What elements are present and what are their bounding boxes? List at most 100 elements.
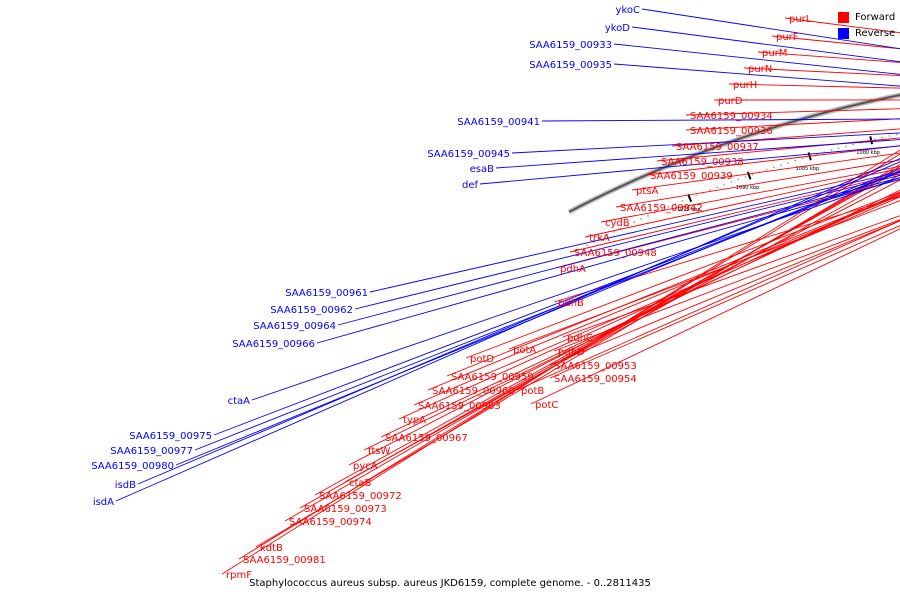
- gene-label: SAA6159_00935: [529, 60, 612, 71]
- gene-label: pycA: [353, 461, 378, 472]
- gene-label: pdhC: [567, 333, 593, 344]
- gene-label: potA: [513, 345, 536, 356]
- leader-line: [613, 63, 900, 87]
- gene-label: SAA6159_00961: [285, 288, 368, 299]
- gene-label: SAA6159_00948: [574, 248, 657, 259]
- gene-label: pdhB: [558, 298, 584, 309]
- leader-line: [413, 196, 900, 406]
- leader-line: [613, 43, 900, 75]
- leader-line: [584, 167, 900, 238]
- gene-label: SAA6159_00975: [129, 431, 212, 442]
- gene-label: isdB: [115, 480, 136, 491]
- gene-label: typA: [403, 415, 426, 426]
- gene-label: kdtB: [260, 543, 283, 554]
- gene-label: purM: [762, 48, 787, 59]
- gene-label: SAA6159_00973: [304, 504, 387, 515]
- leader-line: [175, 168, 900, 466]
- leader-line: [363, 189, 900, 451]
- leader-line: [645, 145, 900, 176]
- legend: Forward Reverse: [838, 9, 895, 41]
- leader-line: [631, 26, 900, 63]
- leader-line: [743, 67, 900, 77]
- gene-label: SAA6159_00939: [650, 171, 733, 182]
- gene-label: pdhD: [558, 347, 585, 358]
- gene-label: pdhA: [560, 264, 586, 275]
- leader-line: [238, 153, 900, 560]
- leader-line: [344, 174, 900, 483]
- leader-line: [549, 225, 900, 379]
- gene-label: trkA: [589, 233, 610, 244]
- leader-line: [221, 149, 900, 575]
- gene-label: potD: [470, 354, 494, 365]
- leader-line: [541, 118, 900, 122]
- leader-line: [354, 174, 900, 310]
- leader-line: [137, 161, 900, 485]
- gene-label: SAA6159_00963: [418, 401, 501, 412]
- gene-label: SAA6159_00962: [270, 305, 353, 316]
- gene-label: SAA6159_00966: [232, 339, 315, 350]
- gene-label: purD: [718, 96, 743, 107]
- tick-label: 1095 kbp: [677, 207, 701, 213]
- gene-label: SAA6159_00972: [319, 491, 402, 502]
- gene-label: ftsW: [368, 446, 390, 457]
- leader-line: [600, 165, 900, 223]
- tick-label: 1090 kbp: [736, 185, 760, 191]
- leader-line: [553, 219, 900, 352]
- gene-label: SAA6159_00977: [110, 446, 193, 457]
- leader-line: [194, 170, 900, 451]
- tick-mark: [687, 193, 693, 203]
- gene-label: rpmF: [226, 570, 252, 581]
- gene-label: purN: [748, 64, 772, 75]
- leader-line: [479, 145, 900, 185]
- leader-line: [671, 128, 900, 147]
- gene-label: SAA6159_00967: [385, 433, 468, 444]
- gene-label: SAA6159_00933: [529, 40, 612, 51]
- leader-line: [631, 152, 900, 191]
- leader-line: [465, 191, 900, 359]
- leader-line: [656, 137, 900, 162]
- gene-label: potB: [521, 386, 544, 397]
- leader-line: [516, 220, 900, 391]
- gene-label: SAA6159_00974: [289, 517, 372, 528]
- tick-mark: [746, 171, 752, 180]
- leader-line: [615, 159, 900, 208]
- leader-line: [757, 51, 900, 63]
- gene-label: purF: [776, 32, 799, 43]
- leader-line: [255, 163, 900, 548]
- leader-line: [530, 228, 900, 405]
- gene-label: SAA6159_00953: [554, 361, 637, 372]
- gene-label: SAA6159_00960: [432, 386, 515, 397]
- gene-label: SAA6159_00938: [661, 157, 744, 168]
- leader-line: [549, 220, 900, 366]
- gene-label: SAA6159_00941: [457, 117, 540, 128]
- leader-line: [553, 196, 900, 303]
- gene-label: esaB: [470, 164, 494, 175]
- leader-line: [685, 118, 900, 131]
- gene-label: ykoD: [605, 23, 630, 34]
- leader-line: [316, 178, 900, 344]
- legend-reverse-label: Reverse: [855, 27, 896, 39]
- leader-line: [446, 194, 900, 377]
- leader-line: [115, 158, 900, 502]
- leader-line: [337, 177, 900, 326]
- gene-label: ykoC: [616, 5, 640, 16]
- gene-label: potC: [535, 400, 558, 411]
- reverse-swatch: [838, 27, 849, 39]
- gene-label: SAA6159_00954: [554, 374, 637, 385]
- gene-label: SAA6159_00937: [676, 142, 759, 153]
- gene-label: SAA6159_00934: [690, 111, 773, 122]
- gene-label: SAA6159_00964: [253, 321, 336, 332]
- leader-line: [369, 171, 900, 293]
- leader-line: [380, 191, 900, 438]
- leader-line: [685, 108, 900, 116]
- legend-reverse: Reverse: [838, 25, 895, 41]
- leader-line: [555, 179, 900, 269]
- leader-line: [495, 139, 900, 169]
- forward-swatch: [838, 11, 849, 23]
- leader-line: [641, 8, 900, 50]
- leader-line: [511, 132, 900, 154]
- gene-label: isdA: [93, 497, 114, 508]
- tick-label: 1085 kbp: [796, 166, 820, 172]
- leader-line: [213, 171, 900, 436]
